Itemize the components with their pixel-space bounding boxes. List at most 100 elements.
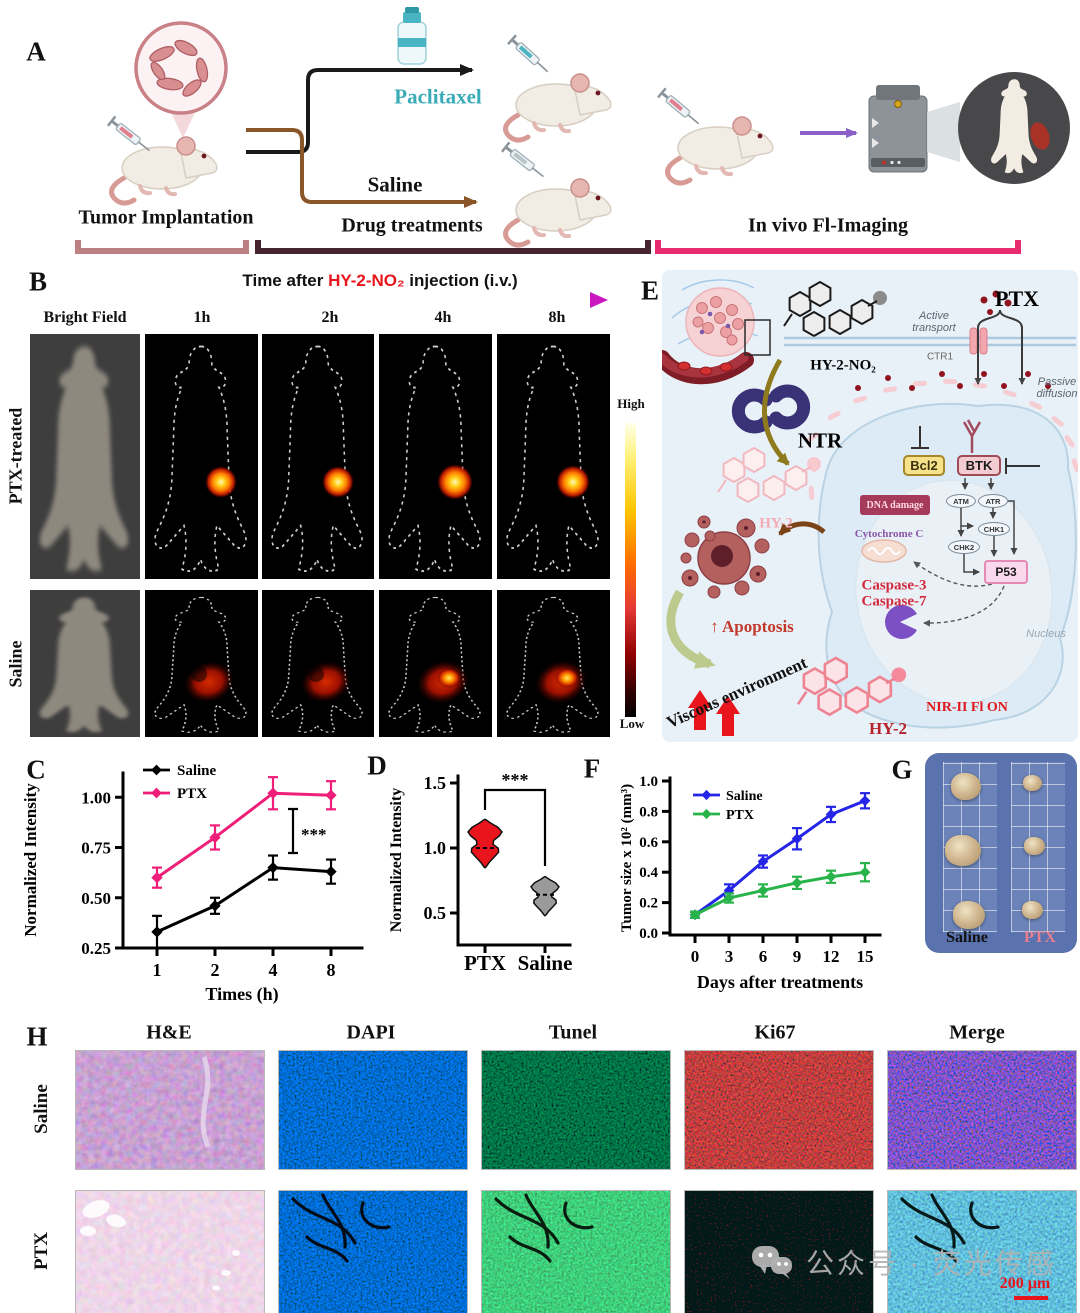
hy2-faded-label: HY-2 <box>759 515 793 532</box>
col-4h-label: 4h <box>434 309 452 326</box>
active-transport-label: Active transport <box>912 310 956 334</box>
to-apoptosis-arrow <box>778 521 826 536</box>
colorbar-high-label: High <box>617 396 645 411</box>
chart-tumor-growth: 0.0 0.2 0.4 0.6 0.8 1.0 0 3 6 9 12 15 Tumor size x 1… <box>619 774 882 992</box>
ctr1-label: CTR1 <box>926 351 954 363</box>
wechat-icon <box>752 1246 792 1279</box>
svg-text:PTX: PTX <box>464 951 506 975</box>
intensity-colorbar <box>625 423 636 717</box>
tumor-ptx-2 <box>1024 837 1045 855</box>
svg-text:PTX: PTX <box>726 808 754 823</box>
stage-treatments-label: Drug treatments <box>341 214 483 237</box>
watermark-text: 公众号 · 荧光传感 <box>806 1248 1057 1279</box>
svg-text:Saline: Saline <box>726 789 763 804</box>
ptx-molecules <box>855 290 1051 391</box>
svg-text:12: 12 <box>823 947 840 966</box>
svg-text:Normalized Intensity: Normalized Intensity <box>21 783 40 937</box>
mitochondria-icon <box>861 539 907 563</box>
apoptosis-label: ↑ Apoptosis <box>710 617 794 636</box>
arm-paclitaxel-label: Paclitaxel <box>394 84 482 109</box>
saline-mouse <box>500 140 611 245</box>
fluorescence-ptx-2h <box>262 334 374 579</box>
col-1h-label: 1h <box>193 309 211 326</box>
tumor-saline-3 <box>953 901 985 929</box>
fluorescence-ptx-1h <box>145 334 258 579</box>
svg-text:0.8: 0.8 <box>639 804 658 820</box>
hrow-saline-label: Saline <box>31 1084 52 1134</box>
watermark: 公众号 · 荧光传感 <box>750 1242 1057 1282</box>
chk2-node: CHK2 <box>948 540 980 554</box>
hcol-ki67-label: Ki67 <box>754 1021 796 1044</box>
arrow-saline <box>246 128 478 208</box>
header-pre: Time after <box>242 271 329 290</box>
he-saline-image <box>75 1050 265 1170</box>
svg-text:0.0: 0.0 <box>639 926 658 942</box>
svg-text:PTX: PTX <box>177 786 207 802</box>
brightfield-image-saline <box>30 590 140 737</box>
timecourse-arrow <box>150 292 608 308</box>
hcol-he-label: H&E <box>146 1021 192 1044</box>
dapi-ptx-image <box>278 1190 468 1313</box>
g-saline-label: Saline <box>946 929 988 946</box>
cell-membrane <box>784 327 1076 355</box>
caspase-pacman-icon <box>885 605 917 639</box>
imaging-mouse <box>656 86 773 183</box>
merge-saline-image <box>887 1050 1077 1170</box>
svg-text:15: 15 <box>857 947 874 966</box>
panel-c-label: C <box>26 754 46 785</box>
hcol-tunel-label: Tunel <box>548 1021 598 1044</box>
imaging-device <box>868 72 1070 184</box>
svg-text:9: 9 <box>793 947 802 966</box>
svg-text:1.5: 1.5 <box>424 773 447 793</box>
hcol-merge-label: Merge <box>949 1021 1005 1044</box>
panel-h-label: H <box>26 1021 48 1052</box>
fluorescence-saline-2h <box>262 590 374 737</box>
hrow-ptx-label: PTX <box>31 1232 52 1270</box>
ki67-saline-image <box>684 1050 874 1170</box>
ntr-label: NTR <box>797 428 843 453</box>
svg-text:***: *** <box>301 825 327 844</box>
svg-text:Tumor size x 10² (mm³): Tumor size x 10² (mm³) <box>619 784 635 932</box>
panel-b-label: B <box>28 266 48 297</box>
tumor-vessel-illustration <box>662 279 771 385</box>
excised-tumors-photo <box>925 753 1077 953</box>
ki67-ptx-image <box>684 1190 874 1313</box>
dna-damage-node: DNA damage <box>860 495 930 515</box>
header-probe: HY-2-NO₂ <box>328 271 405 290</box>
btk-antibody-icon <box>962 419 982 453</box>
btk-node: BTK <box>957 455 1001 476</box>
ntr-enzymes <box>731 384 811 434</box>
chart-intensity-time: 0.25 0.50 0.75 1.00 1 2 4 8 Normalized Intensity… <box>21 763 364 1005</box>
brightfield-image-ptx <box>30 334 140 579</box>
cytochrome-label: Cytochrome C <box>854 528 924 540</box>
svg-text:2: 2 <box>211 960 220 980</box>
he-ptx-image <box>75 1190 265 1313</box>
svg-text:1.0: 1.0 <box>639 774 658 790</box>
svg-text:0.4: 0.4 <box>639 865 658 881</box>
bracket-imaging <box>655 240 1021 254</box>
paclitaxel-mouse <box>506 33 611 140</box>
svg-text:0.25: 0.25 <box>81 939 111 958</box>
row-ptx-treated-label: PTX-treated <box>5 407 26 505</box>
fluorescence-saline-4h <box>379 590 492 737</box>
svg-text:Days after treatments: Days after treatments <box>697 972 863 992</box>
svg-text:0.5: 0.5 <box>424 903 447 923</box>
svg-text:***: *** <box>502 770 529 790</box>
bcl2-node: Bcl2 <box>903 455 945 476</box>
tunel-ptx-image <box>481 1190 671 1313</box>
row-saline-label: Saline <box>5 640 26 688</box>
scalebar <box>1014 1296 1048 1300</box>
fluorescence-saline-8h <box>497 590 610 737</box>
nir-fl-on-label: NIR-II Fl ON <box>926 700 1008 715</box>
tumor-cells-inset <box>134 21 228 138</box>
chk1-node: CHK1 <box>978 522 1010 536</box>
arrow-paclitaxel <box>246 64 474 154</box>
svg-text:Times (h): Times (h) <box>205 984 278 1005</box>
stage-imaging-label: In vivo Fl-Imaging <box>747 214 909 237</box>
bracket-implantation <box>75 240 249 254</box>
g-ptx-label: PTX <box>1024 929 1056 946</box>
panel-e-label: E <box>640 275 660 306</box>
hy2-label: HY-2 <box>868 719 908 738</box>
svg-text:Saline: Saline <box>518 951 573 975</box>
